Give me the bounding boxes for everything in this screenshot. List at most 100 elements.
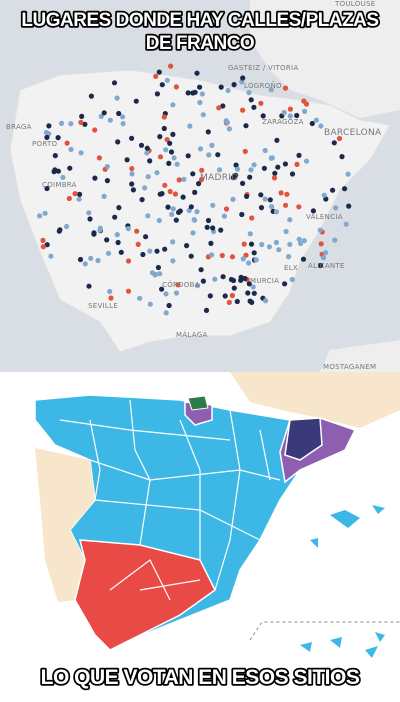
street-dot — [317, 262, 324, 269]
street-dot — [240, 180, 246, 186]
street-dot — [185, 90, 191, 96]
street-dot — [78, 150, 84, 156]
map-label: ALICANTE — [308, 262, 345, 270]
street-dot — [294, 112, 300, 119]
street-dot — [204, 224, 210, 230]
street-dot — [336, 135, 343, 142]
street-dot — [139, 197, 145, 203]
street-dot — [266, 244, 272, 250]
street-dot — [230, 175, 236, 181]
street-dot — [248, 97, 254, 103]
street-dot — [346, 203, 352, 209]
street-dot — [86, 283, 92, 289]
street-dot — [188, 253, 194, 259]
street-dot — [145, 213, 151, 219]
street-dot — [40, 244, 46, 250]
street-dot — [318, 241, 324, 247]
street-dot — [101, 193, 107, 199]
street-dot — [271, 175, 278, 181]
canary-islands — [300, 632, 385, 658]
street-dot — [190, 171, 196, 177]
street-dot — [192, 189, 198, 195]
street-dot — [147, 158, 153, 164]
street-dot — [302, 108, 308, 114]
street-dot — [251, 162, 257, 168]
street-dot — [222, 293, 228, 299]
street-dot — [294, 161, 300, 167]
street-dot — [258, 205, 265, 211]
street-dot — [198, 267, 204, 273]
street-dot — [296, 204, 302, 210]
street-dot — [261, 165, 267, 171]
street-dot — [37, 213, 43, 219]
street-dot — [240, 107, 246, 113]
street-dot — [223, 206, 230, 212]
street-dot — [286, 254, 292, 260]
street-dot — [228, 276, 234, 283]
street-dot — [138, 142, 145, 148]
street-dot — [82, 261, 88, 267]
top-caption: LUGARES DONDE HAY CALLES/PLAZAS — [21, 10, 378, 31]
street-dot — [134, 228, 140, 234]
street-dot — [163, 147, 169, 153]
street-dot — [234, 166, 241, 172]
street-dot — [163, 291, 169, 297]
street-dot — [155, 264, 161, 271]
street-dot — [230, 196, 236, 202]
street-dot — [68, 121, 74, 127]
street-dot — [229, 254, 236, 260]
street-dot — [251, 290, 257, 296]
street-dot — [234, 298, 240, 305]
street-dot — [318, 123, 324, 129]
street-dot — [107, 117, 113, 123]
street-dot — [249, 299, 255, 305]
street-dot — [144, 150, 150, 156]
street-dot — [152, 272, 158, 278]
map-label: BRAGA — [6, 123, 32, 131]
street-dot — [159, 286, 165, 292]
street-dot — [154, 170, 160, 176]
street-dot — [181, 176, 187, 182]
street-dot — [342, 186, 348, 192]
street-dot — [218, 227, 224, 233]
street-dot — [267, 197, 273, 203]
street-dot — [198, 177, 205, 183]
street-dot — [276, 247, 282, 253]
street-dot — [200, 112, 206, 118]
street-dot — [173, 84, 179, 90]
top-caption: DE FRANCO — [146, 33, 254, 54]
street-dot — [296, 236, 302, 242]
street-dot — [87, 216, 93, 222]
street-dot — [287, 241, 293, 247]
street-dot — [248, 167, 254, 173]
street-dot — [43, 129, 50, 136]
street-dot — [96, 155, 102, 161]
street-dot — [282, 85, 289, 91]
street-dot — [140, 251, 146, 258]
street-dot — [287, 217, 293, 223]
street-dot — [223, 118, 229, 124]
street-dot — [284, 191, 290, 197]
street-dot — [163, 310, 169, 316]
street-dot — [101, 110, 107, 116]
street-dot — [209, 142, 215, 148]
street-dot — [82, 121, 88, 127]
street-dot — [166, 302, 172, 309]
street-dot — [300, 256, 307, 262]
street-dot — [245, 290, 251, 296]
street-dot — [283, 202, 289, 208]
street-dot — [289, 276, 295, 283]
street-dot — [170, 102, 176, 108]
street-dot — [104, 164, 110, 170]
street-dot — [176, 209, 182, 215]
street-dot — [115, 239, 121, 246]
street-dot — [332, 237, 338, 243]
street-dot — [77, 191, 83, 197]
street-dot — [174, 161, 180, 167]
street-dot — [226, 126, 232, 132]
map-label: GASTEIZ / VITORIA — [228, 64, 298, 72]
street-dot — [164, 77, 170, 83]
street-dot — [129, 171, 135, 177]
catalonia-north — [284, 417, 323, 461]
